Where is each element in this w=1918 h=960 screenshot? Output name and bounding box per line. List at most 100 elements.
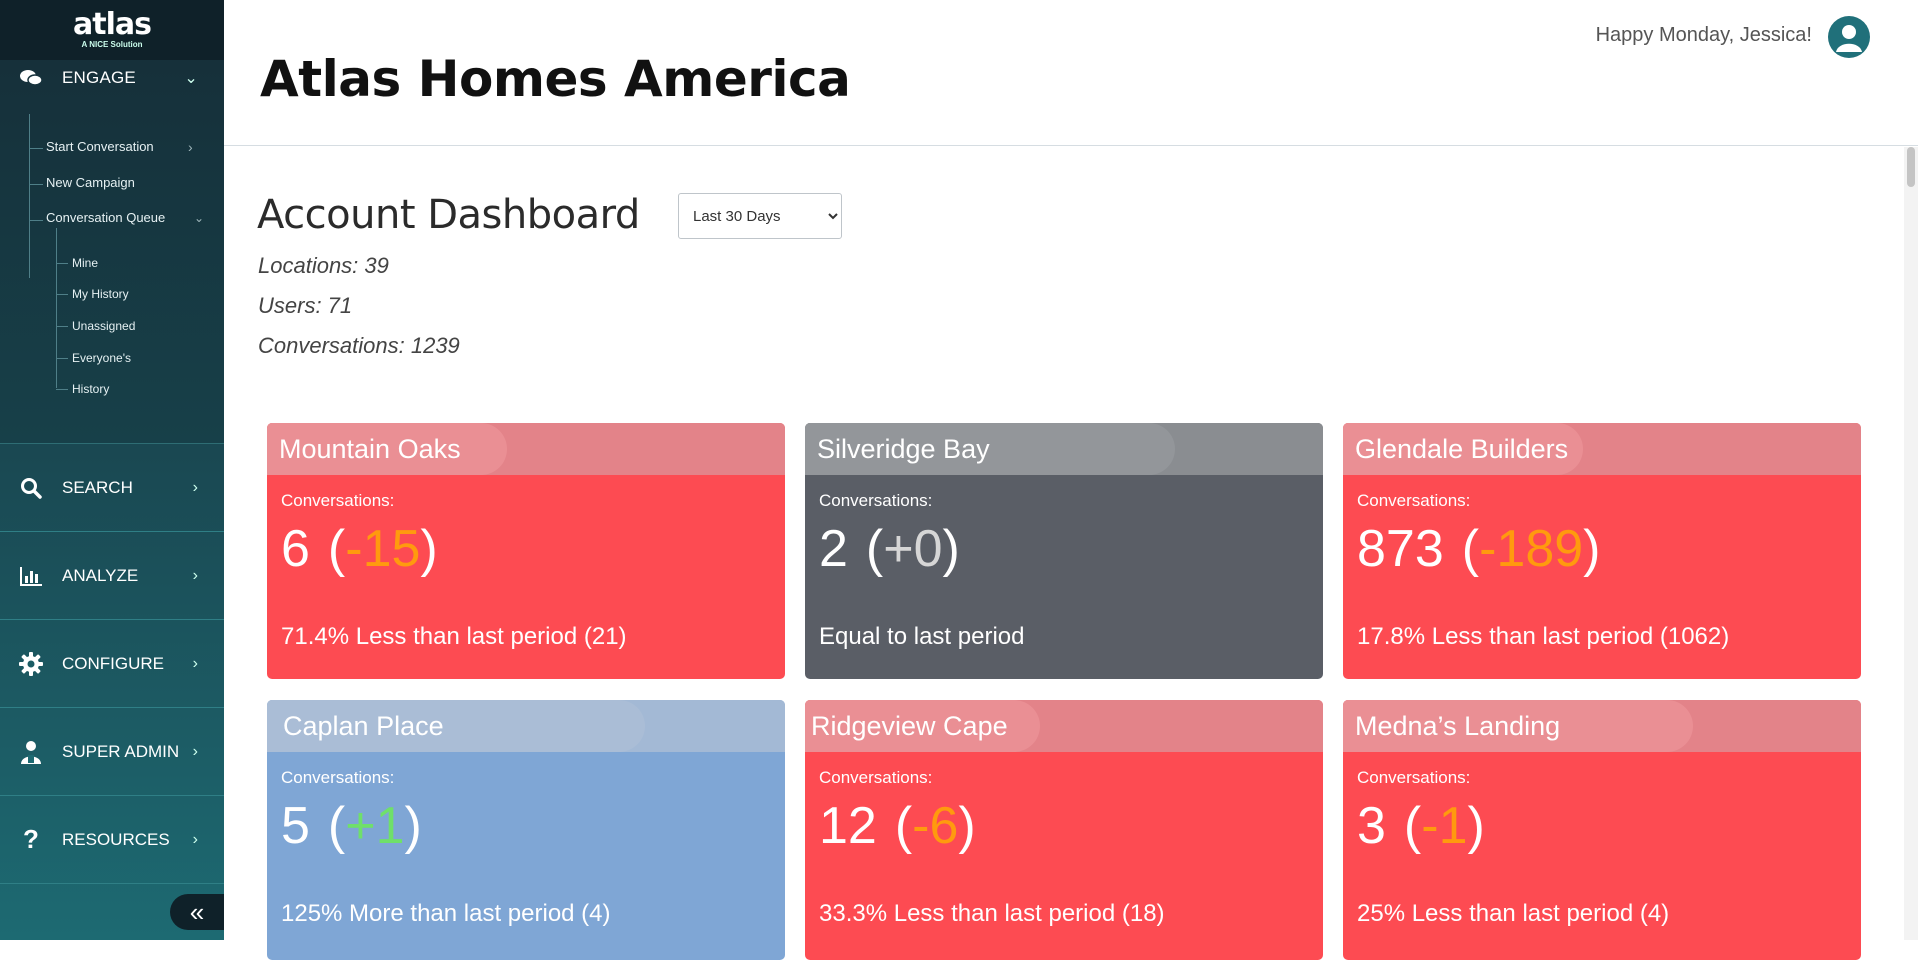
card-title: Glendale Builders (1355, 433, 1569, 464)
atlas-logo[interactable]: atlas A NICE Solution (0, 0, 224, 60)
sidebar: atlas A NICE Solution ENGAGE ⌄ Start Con… (0, 0, 224, 940)
logo-word: atlas (73, 7, 152, 42)
card-footer: Equal to last period (819, 623, 1025, 650)
tree-tick (29, 184, 43, 185)
card-delta: -6 (912, 797, 959, 855)
delta-open: ( (327, 797, 346, 855)
card-footer: 33.3% Less than last period (18) (819, 900, 1165, 927)
sidebar-item-new-campaign[interactable]: New Campaign (46, 175, 135, 190)
nav-configure-label: CONFIGURE (62, 653, 164, 673)
nav-engage[interactable]: ENGAGE ⌄ (0, 60, 224, 96)
user-icon (1836, 25, 1862, 52)
delta-close: ) (1467, 797, 1485, 855)
card-header: Medna’s Landing (1343, 700, 1861, 752)
header-highlight (267, 423, 507, 475)
nav-super-admin[interactable]: SUPER ADMIN › (0, 708, 224, 796)
location-card-caplan-place[interactable]: Caplan Place Conversations: 5 (+1) 125% M… (267, 700, 785, 960)
delta-close: ) (1583, 520, 1601, 578)
double-chevron-left-icon: « (189, 896, 205, 927)
queue-item-mine[interactable]: Mine (72, 256, 99, 270)
queue-item-everyones[interactable]: Everyone's (72, 351, 131, 365)
scrollbar-thumb[interactable] (1907, 147, 1915, 187)
card-title: Silveridge Bay (817, 433, 990, 464)
users-stat: Users: 71 (258, 293, 353, 318)
card-count-row: 873 (-189) (1357, 519, 1847, 579)
delta-open: ( (327, 520, 346, 578)
card-footer: 125% More than last period (4) (281, 900, 611, 927)
tree-tick (56, 294, 68, 295)
nav-resources[interactable]: ? RESOURCES › (0, 796, 224, 884)
card-count: 5 (281, 797, 310, 855)
card-count: 3 (1357, 797, 1386, 855)
collapse-sidebar-button[interactable]: « (170, 894, 224, 930)
chevron-down-icon: ⌄ (194, 210, 205, 225)
card-header: Silveridge Bay (805, 423, 1323, 475)
card-label: Conversations: (819, 491, 933, 510)
user-greeting: Happy Monday, Jessica! (1595, 24, 1812, 46)
sidebar-item-conversation-queue[interactable]: Conversation Queue ⌄ (46, 210, 204, 225)
card-title: Ridgeview Cape (811, 710, 1008, 741)
period-select[interactable]: Last 30 Days (678, 193, 842, 239)
card-count: 873 (1357, 520, 1444, 578)
location-card-mountain-oaks[interactable]: Mountain Oaks Conversations: 6 (-15) 71.4… (267, 423, 785, 679)
card-label: Conversations: (1357, 768, 1471, 787)
location-card-mednas-landing[interactable]: Medna’s Landing Conversations: 3 (-1) 25%… (1343, 700, 1861, 960)
card-title: Caplan Place (283, 710, 444, 741)
card-footer: 17.8% Less than last period (1062) (1357, 623, 1730, 650)
delta-open: ( (1461, 520, 1480, 578)
nav-resources-label: RESOURCES (62, 829, 170, 849)
avatar[interactable] (1828, 16, 1870, 58)
nav-analyze-label: ANALYZE (62, 565, 139, 585)
conversations-stat: Conversations: 1239 (258, 333, 460, 358)
card-delta: -15 (345, 520, 421, 578)
gear-icon (18, 651, 44, 677)
chevron-right-icon: › (192, 742, 198, 760)
header-highlight (1343, 700, 1693, 752)
chevron-right-icon: › (192, 830, 198, 848)
page-scrollbar[interactable] (1904, 147, 1918, 940)
logo-tagline: A NICE Solution (81, 40, 143, 49)
card-footer: 71.4% Less than last period (21) (281, 623, 627, 650)
chat-bubbles-icon (18, 67, 44, 89)
card-count: 12 (819, 797, 877, 855)
card-count-row: 5 (+1) (281, 796, 771, 856)
location-card-ridgeview-cape[interactable]: Ridgeview Cape Conversations: 12 (-6) 33.… (805, 700, 1323, 960)
tree-tick (56, 263, 68, 264)
delta-close: ) (420, 520, 438, 578)
header-highlight (267, 700, 645, 752)
sidebar-item-label: Conversation Queue (46, 210, 166, 225)
location-card-silveridge-bay[interactable]: Silveridge Bay Conversations: 2 (+0) Equa… (805, 423, 1323, 679)
card-count: 6 (281, 520, 310, 578)
dashboard-main: Account Dashboard Last 30 Days Locations… (224, 147, 1918, 960)
chart-icon (18, 563, 44, 589)
chevron-right-icon: › (192, 566, 198, 584)
queue-item-unassigned[interactable]: Unassigned (72, 319, 136, 333)
card-header: Ridgeview Cape (805, 700, 1323, 752)
engage-section: ENGAGE ⌄ Start Conversation › New Campai… (0, 60, 224, 444)
chevron-right-icon: › (188, 138, 193, 155)
delta-close: ) (942, 520, 960, 578)
sidebar-item-start-conversation[interactable]: Start Conversation › (46, 139, 193, 155)
search-icon (18, 475, 44, 501)
queue-item-history[interactable]: History (72, 382, 110, 396)
question-icon: ? (23, 824, 39, 854)
chevron-right-icon: › (192, 478, 198, 496)
delta-close: ) (958, 797, 976, 855)
admin-icon (18, 739, 44, 765)
dashboard-title: Account Dashboard (257, 192, 640, 238)
queue-item-my-history[interactable]: My History (72, 287, 129, 301)
card-label: Conversations: (281, 491, 395, 510)
nav-analyze[interactable]: ANALYZE › (0, 532, 224, 620)
location-card-glendale-builders[interactable]: Glendale Builders Conversations: 873 (-18… (1343, 423, 1861, 679)
card-delta: -1 (1421, 797, 1468, 855)
card-count-row: 6 (-15) (281, 519, 771, 579)
card-title: Medna’s Landing (1355, 710, 1561, 741)
tree-tick (56, 389, 68, 390)
chevron-right-icon: › (192, 654, 198, 672)
nav-search[interactable]: SEARCH › (0, 444, 224, 532)
card-count-row: 3 (-1) (1357, 796, 1847, 856)
nav-configure[interactable]: CONFIGURE › (0, 620, 224, 708)
card-delta: +0 (883, 520, 943, 578)
card-label: Conversations: (819, 768, 933, 787)
header-highlight (1343, 423, 1583, 475)
